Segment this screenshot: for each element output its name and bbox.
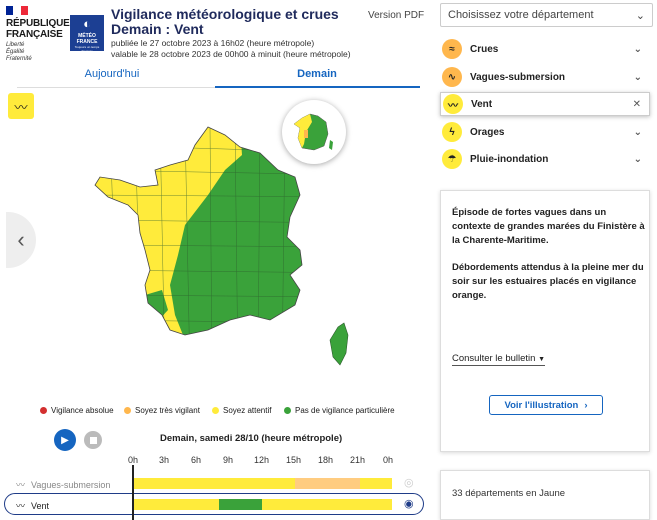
- chevron-right-icon: ›: [584, 399, 588, 411]
- timeline-row-vent-selected[interactable]: [4, 493, 424, 515]
- rain-icon: ☂: [442, 149, 462, 169]
- lightning-icon: ϟ: [442, 122, 462, 142]
- pdf-version-link[interactable]: Version PDF: [368, 10, 425, 21]
- previous-arrow-button[interactable]: ‹: [6, 212, 36, 268]
- hidden-eye-icon[interactable]: ◎: [404, 477, 414, 489]
- phenomenon-crues[interactable]: ≈ Crues ⌄: [440, 37, 650, 61]
- tab-tomorrow[interactable]: Demain: [297, 68, 337, 80]
- hour-tick: 9h: [223, 455, 234, 465]
- timeline-bar-yellow: [262, 499, 392, 510]
- timeline-bar-green: [219, 499, 262, 510]
- wind-icon: 〰: [16, 501, 26, 511]
- hour-tick: 12h: [254, 455, 270, 465]
- timeline-current-time-marker: [132, 465, 134, 520]
- chevron-down-icon: ⌄: [633, 153, 642, 165]
- legend-orange-dot: [124, 407, 131, 414]
- active-tab-indicator: [215, 86, 420, 88]
- timeline-row-vent[interactable]: 〰 Vent: [16, 500, 50, 512]
- illustration-button[interactable]: Voir l'illustration ›: [489, 395, 603, 415]
- chevron-down-icon: ⌄: [633, 71, 642, 83]
- meteo-france-glyph-icon: ◐: [83, 16, 91, 31]
- caret-down-icon: ▼: [538, 356, 546, 363]
- legend-red-dot: [40, 407, 47, 414]
- hour-tick: 21h: [350, 455, 366, 465]
- hour-tick: 0h: [128, 455, 139, 465]
- department-select[interactable]: Choisissez votre département ⌄: [440, 3, 653, 27]
- hour-tick: 18h: [318, 455, 334, 465]
- waves-icon: 〰: [16, 480, 26, 490]
- timeline-bar-yellow: [134, 478, 295, 489]
- french-flag-icon: [6, 6, 28, 15]
- phenomenon-pluie-inondation[interactable]: ☂ Pluie-inondation ⌄: [440, 147, 650, 171]
- chevron-down-icon: ⌄: [633, 126, 642, 138]
- hour-tick: 0h: [383, 455, 394, 465]
- rf-name-line2: FRANÇAISE: [6, 29, 63, 40]
- timeline-bar-yellow: [134, 499, 219, 510]
- legend-item-yellow: Soyez attentif: [212, 406, 271, 415]
- published-date: publiée le 27 octobre 2023 à 16h02 (heur…: [111, 38, 315, 48]
- tab-today[interactable]: Aujourd'hui: [84, 68, 140, 80]
- phenomenon-vent[interactable]: 〰 Vent ✕: [440, 92, 650, 116]
- department-count-card: 33 départements en Jaune: [440, 470, 650, 520]
- meteo-france-tagline: Toujours un temps d'avance: [74, 45, 100, 53]
- legend-item-red: Vigilance absolue: [40, 406, 114, 415]
- wind-icon: 〰: [443, 94, 463, 114]
- hour-tick: 3h: [159, 455, 170, 465]
- rf-name-line1: RÉPUBLIQUE: [6, 18, 70, 29]
- waves-icon: ∿: [442, 67, 462, 87]
- chevron-down-icon: ⌄: [635, 9, 645, 22]
- info-paragraph-1: Épisode de fortes vagues dans un context…: [452, 207, 645, 246]
- wind-icon: 〰: [8, 93, 34, 119]
- department-count-text: 33 départements en Jaune: [452, 488, 566, 499]
- play-button[interactable]: ▶: [54, 429, 76, 451]
- bulletin-dropdown[interactable]: Consulter le bulletin ▼: [452, 353, 546, 366]
- hour-tick: 6h: [191, 455, 202, 465]
- hour-tick: 15h: [286, 455, 302, 465]
- meteo-france-name: MÉTÉO FRANCE: [76, 33, 98, 45]
- meteo-france-logo: ◐ MÉTÉO FRANCE Toujours un temps d'avanc…: [70, 15, 104, 53]
- info-paragraph-2: Débordements attendus à la pleine mer du…: [452, 262, 644, 301]
- timeline-bar-yellow: [360, 478, 392, 489]
- legend-item-orange: Soyez très vigilant: [124, 406, 200, 415]
- corsica-region: [329, 322, 349, 366]
- legend-yellow-dot: [212, 407, 219, 414]
- publication-info: publiée le 27 octobre 2023 à 16h02 (heur…: [111, 38, 351, 60]
- minimap-overseas[interactable]: [282, 100, 346, 164]
- page-title: Vigilance météorologique et crues Demain…: [111, 6, 339, 37]
- legend-green-dot: [284, 407, 291, 414]
- legend-item-green: Pas de vigilance particulière: [284, 406, 395, 415]
- flood-icon: ≈: [442, 39, 462, 59]
- rf-motto: Liberté Égalité Fraternité: [6, 42, 32, 62]
- validity-date: valable le 28 octobre 2023 de 00h00 à mi…: [111, 49, 351, 59]
- timeline-bar-orange: [295, 478, 360, 489]
- phenomenon-orages[interactable]: ϟ Orages ⌄: [440, 120, 650, 144]
- france-vigilance-map[interactable]: [90, 125, 360, 375]
- phenomenon-vagues-submersion[interactable]: ∿ Vagues-submersion ⌄: [440, 65, 650, 89]
- eye-icon[interactable]: ◉: [404, 498, 414, 510]
- chevron-down-icon: ⌄: [633, 43, 642, 55]
- timeline-title: Demain, samedi 28/10 (heure métropole): [160, 433, 343, 444]
- vigilance-info-card: Épisode de fortes vagues dans un context…: [440, 190, 650, 452]
- timeline-row-vagues[interactable]: 〰 Vagues-submersion: [16, 479, 111, 491]
- close-icon[interactable]: ✕: [632, 98, 641, 110]
- republique-francaise-logo: RÉPUBLIQUE FRANÇAISE Liberté Égalité Fra…: [6, 6, 70, 62]
- stop-button[interactable]: [84, 431, 102, 449]
